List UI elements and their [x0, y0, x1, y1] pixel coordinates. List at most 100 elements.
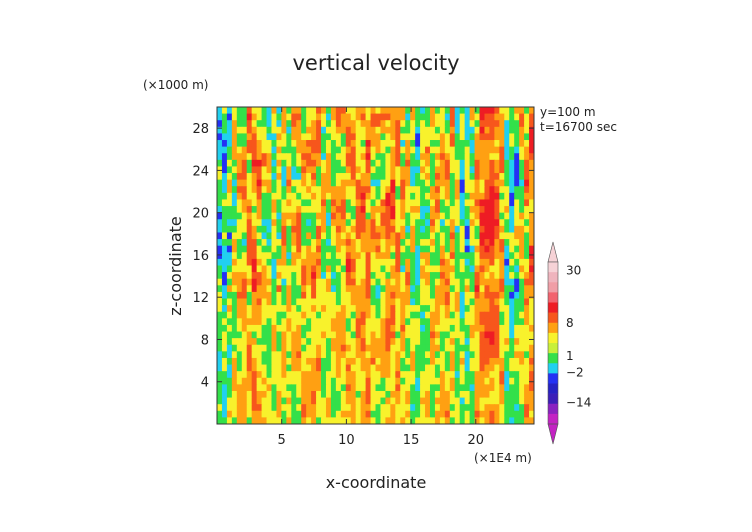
colorbar-frame	[547, 261, 559, 425]
field-cell	[296, 245, 302, 253]
field-cell	[271, 219, 278, 227]
field-cell	[271, 159, 278, 168]
field-cell	[420, 232, 426, 240]
field-cell	[291, 186, 297, 194]
field-cell	[325, 305, 332, 313]
field-cell	[529, 126, 534, 135]
field-cell	[405, 318, 411, 326]
field-cell	[330, 140, 337, 148]
field-cell	[415, 265, 421, 273]
field-cell	[345, 206, 352, 214]
field-cell	[504, 252, 510, 260]
field-cell	[459, 404, 466, 412]
field-cell	[449, 390, 456, 399]
field-cell	[484, 338, 491, 346]
field-cell	[350, 232, 357, 240]
field-cell	[454, 153, 461, 161]
field-cell	[499, 357, 505, 366]
field-cell	[217, 219, 223, 227]
field-cell	[459, 258, 466, 267]
field-cell	[499, 219, 505, 227]
field-cell	[360, 265, 367, 273]
field-cell	[296, 285, 302, 293]
field-cell	[529, 186, 534, 194]
field-cell	[519, 318, 525, 326]
field-cell	[449, 232, 456, 240]
field-cell	[415, 311, 421, 319]
field-cell	[217, 417, 223, 424]
field-cell	[340, 258, 347, 267]
field-cell	[360, 212, 367, 220]
field-cell	[261, 107, 268, 115]
field-cell	[459, 291, 466, 300]
field-cell	[301, 298, 307, 306]
field-cell	[217, 364, 223, 372]
field-cell	[454, 318, 461, 326]
field-cell	[271, 331, 278, 339]
field-cell	[415, 159, 421, 168]
field-cell	[425, 126, 431, 135]
field-cell	[236, 173, 243, 181]
field-cell	[504, 331, 510, 339]
field-cell	[509, 173, 515, 181]
field-cell	[316, 357, 322, 366]
field-cell	[316, 219, 322, 227]
field-cell	[246, 192, 253, 201]
field-cell	[410, 146, 416, 154]
field-cell	[375, 318, 382, 326]
field-cell	[449, 338, 456, 346]
field-cell	[375, 272, 382, 280]
field-cell	[370, 371, 377, 379]
field-cell	[345, 278, 352, 286]
field-cell	[325, 417, 332, 424]
field-cell	[524, 305, 530, 313]
field-cell	[434, 291, 441, 300]
field-cell	[261, 305, 268, 313]
field-cell	[479, 324, 486, 333]
field-cell	[217, 186, 223, 194]
field-cell	[449, 410, 456, 418]
field-cell	[291, 364, 297, 372]
field-cell	[350, 120, 357, 128]
field-cell	[221, 245, 228, 253]
field-cell	[390, 153, 396, 161]
field-cell	[405, 140, 411, 148]
field-cell	[266, 404, 273, 412]
field-cell	[509, 318, 515, 326]
field-cell	[335, 258, 342, 267]
field-cell	[519, 265, 525, 273]
field-cell	[429, 133, 436, 141]
field-cell	[380, 377, 386, 385]
field-cell	[464, 311, 471, 319]
field-cell	[231, 285, 238, 293]
field-cell	[251, 404, 258, 412]
field-cell	[479, 212, 486, 220]
field-cell	[425, 179, 431, 187]
field-cell	[514, 410, 520, 418]
field-cell	[301, 417, 307, 424]
field-cell	[390, 311, 396, 319]
field-cell	[286, 258, 292, 267]
field-cell	[434, 397, 441, 405]
field-cell	[340, 351, 347, 359]
field-cell	[350, 219, 357, 227]
field-cell	[335, 351, 342, 359]
field-cell	[514, 113, 520, 121]
field-cell	[355, 305, 362, 313]
field-cell	[266, 186, 273, 194]
field-cell	[316, 410, 322, 418]
field-cell	[306, 239, 312, 247]
field-cell	[375, 371, 382, 379]
field-cell	[454, 219, 461, 227]
field-cell	[350, 298, 357, 306]
field-cell	[350, 146, 357, 154]
field-cell	[355, 397, 362, 405]
field-cell	[519, 206, 525, 214]
field-cell	[380, 186, 386, 194]
field-cell	[256, 239, 263, 247]
field-cell	[410, 140, 416, 148]
field-cell	[286, 384, 292, 392]
colorbar-level	[548, 312, 558, 324]
field-cell	[340, 364, 347, 372]
field-cell	[469, 140, 476, 148]
